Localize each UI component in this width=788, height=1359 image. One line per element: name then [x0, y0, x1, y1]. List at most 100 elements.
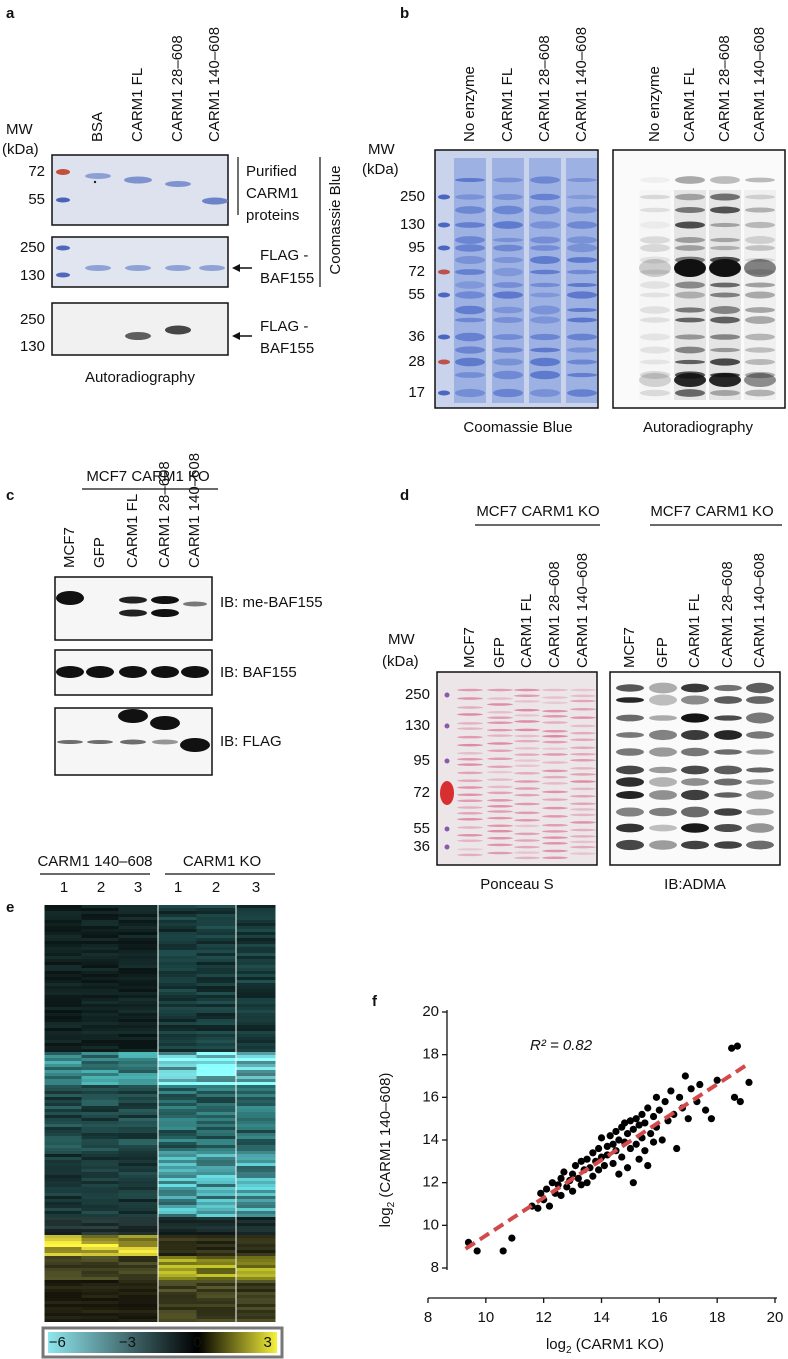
mw-label: 250	[400, 188, 425, 205]
band	[675, 193, 705, 201]
heatmap-cell	[158, 1181, 198, 1184]
mw-title: (kDa)	[362, 161, 399, 178]
mw-label: 95	[408, 239, 425, 256]
lane-label: GFP	[654, 637, 671, 668]
heatmap-cell	[81, 1025, 121, 1028]
heatmap-cell	[118, 1040, 158, 1043]
heatmap-cell	[236, 1082, 276, 1085]
band	[745, 307, 775, 313]
band	[514, 759, 540, 762]
heatmap-cell	[81, 914, 121, 917]
heatmap-cell	[44, 1010, 84, 1013]
heatmap-cell	[118, 1154, 158, 1157]
heatmap-cell	[158, 1076, 198, 1079]
heatmap-cell	[236, 1118, 276, 1121]
heatmap-cell	[236, 911, 276, 914]
heatmap-cell	[44, 1229, 84, 1232]
heatmap-cell	[81, 1118, 121, 1121]
heatmap-cell	[196, 908, 236, 911]
heatmap-cell	[236, 956, 276, 959]
heatmap-cell	[81, 1295, 121, 1298]
band	[493, 267, 523, 277]
heatmap-cell	[81, 1232, 121, 1235]
band	[714, 792, 742, 798]
heatmap-cell	[118, 1286, 158, 1289]
heatmap-cell	[44, 1079, 84, 1082]
heatmap-cell	[196, 974, 236, 977]
heatmap-cell	[44, 1208, 84, 1211]
band	[640, 236, 670, 244]
band	[649, 715, 677, 721]
y-tick-label: 8	[431, 1259, 439, 1276]
band	[746, 840, 774, 850]
heatmap-cell	[196, 905, 236, 908]
heatmap-cell	[236, 1022, 276, 1025]
heatmap-cell	[236, 1181, 276, 1184]
y-tick-label: 12	[422, 1174, 439, 1191]
heatmap-cell	[158, 1301, 198, 1304]
heatmap-cell	[236, 1238, 276, 1241]
band	[616, 748, 644, 756]
column-label: 1	[60, 879, 68, 896]
band	[675, 334, 705, 340]
band	[487, 765, 513, 768]
heatmap-cell	[118, 1157, 158, 1160]
heatmap-cell	[158, 983, 198, 986]
heatmap-cell	[81, 1190, 121, 1193]
band	[455, 317, 485, 323]
heatmap-cell	[236, 1316, 276, 1319]
heatmap-cell	[158, 1316, 198, 1319]
band	[457, 706, 483, 709]
panel-label: b	[400, 5, 409, 22]
heatmap-cell	[118, 1217, 158, 1220]
heatmap-cell	[81, 1040, 121, 1043]
band	[681, 840, 709, 850]
heatmap-cell	[158, 1247, 198, 1250]
heatmap-cell	[158, 1025, 198, 1028]
heatmap-cell	[44, 1253, 84, 1256]
heatmap-cell	[196, 1304, 236, 1307]
heatmap-cell	[118, 1073, 158, 1076]
heatmap-cell	[118, 1238, 158, 1241]
heatmap-cell	[196, 1061, 236, 1064]
heatmap-cell	[44, 911, 84, 914]
heatmap-cell	[118, 1241, 158, 1244]
heatmap-cell	[236, 1223, 276, 1226]
band	[457, 743, 483, 747]
heatmap-cell	[158, 1061, 198, 1064]
heatmap-cell	[118, 1298, 158, 1301]
heatmap-cell	[158, 1049, 198, 1052]
heatmap-cell	[44, 986, 84, 989]
heatmap-cell	[158, 1007, 198, 1010]
heatmap-cell	[196, 986, 236, 989]
heatmap-cell	[196, 1040, 236, 1043]
heatmap-cell	[44, 1181, 84, 1184]
band	[710, 316, 740, 324]
heatmap-cell	[81, 1133, 121, 1136]
band	[570, 767, 596, 770]
heatmap-cell	[236, 1043, 276, 1046]
heatmap-cell	[196, 1100, 236, 1103]
heatmap-cell	[196, 1067, 236, 1070]
mw-label: 130	[400, 216, 425, 233]
heatmap-cell	[236, 968, 276, 971]
heatmap-cell	[81, 1298, 121, 1301]
heatmap-cell	[236, 1049, 276, 1052]
heatmap-cell	[118, 1220, 158, 1223]
band	[675, 237, 705, 243]
heatmap-cell	[196, 1202, 236, 1205]
heatmap-cell	[236, 1292, 276, 1295]
heatmap-cell	[158, 1298, 198, 1301]
heatmap-cell	[81, 992, 121, 995]
heatmap-cell	[236, 1256, 276, 1259]
point	[534, 1204, 542, 1212]
point	[626, 1117, 635, 1125]
band	[487, 721, 513, 725]
point	[577, 1157, 585, 1165]
band	[440, 781, 454, 805]
band	[567, 206, 597, 214]
heatmap-cell	[236, 1172, 276, 1175]
heatmap-cell	[81, 1199, 121, 1202]
heatmap-cell	[196, 1208, 236, 1211]
heatmap-cell	[44, 1022, 84, 1025]
